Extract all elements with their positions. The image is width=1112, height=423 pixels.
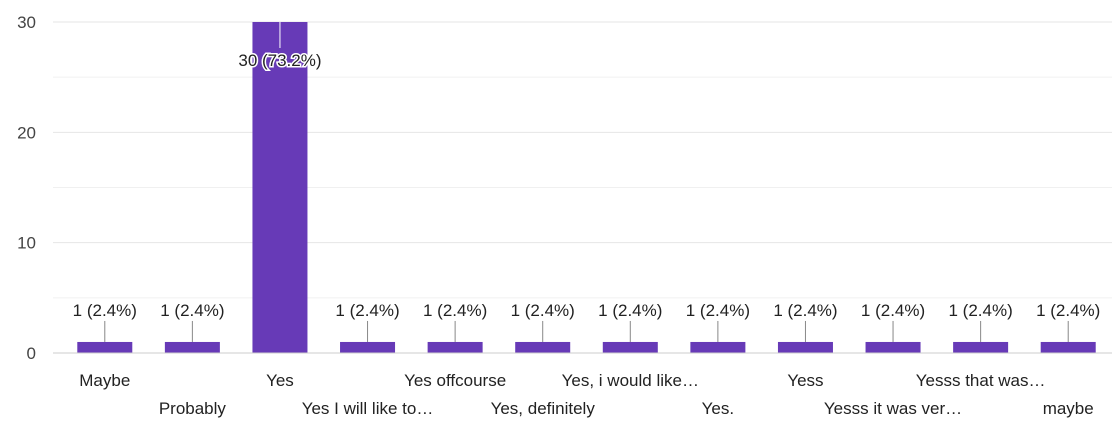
data-label: 1 (2.4%): [160, 301, 224, 320]
x-axis-categories: Maybe Probably Yes Yes I will like to… Yes o…: [79, 371, 1093, 418]
x-category-label: Probably: [159, 399, 227, 418]
data-label: 1 (2.4%): [598, 301, 662, 320]
bar[interactable]: [515, 341, 571, 353]
y-tick-label: 20: [17, 123, 36, 142]
bar[interactable]: [690, 341, 746, 353]
bar[interactable]: [1040, 341, 1096, 353]
data-label: 1 (2.4%): [773, 301, 837, 320]
x-category-label: Yes offcourse: [404, 371, 506, 390]
x-category-label: Yess: [787, 371, 823, 390]
bar[interactable]: [953, 341, 1009, 353]
data-label: 1 (2.4%): [73, 301, 137, 320]
bar[interactable]: [777, 341, 833, 353]
bar[interactable]: [602, 341, 658, 353]
data-label: 1 (2.4%): [949, 301, 1013, 320]
gridlines: [53, 21, 1112, 299]
x-category-label: Yes: [266, 371, 294, 390]
x-category-label: Yes.: [702, 399, 734, 418]
bar[interactable]: [252, 22, 308, 353]
x-category-label: Yes I will like to…: [302, 399, 434, 418]
x-category-label: Yes, definitely: [491, 399, 596, 418]
bar[interactable]: [164, 341, 220, 353]
data-label: 30 (73.2%): [238, 51, 321, 70]
data-label-leaders: [104, 22, 1069, 342]
bar[interactable]: [427, 341, 483, 353]
y-tick-label: 10: [17, 234, 36, 253]
x-category-label: Maybe: [79, 371, 130, 390]
x-category-label: Yesss that was…: [916, 371, 1046, 390]
bar[interactable]: [77, 341, 133, 353]
data-label: 1 (2.4%): [335, 301, 399, 320]
bars: [77, 22, 1096, 353]
y-tick-label: 0: [27, 344, 36, 363]
y-axis-ticks: 0 10 20 30: [17, 13, 36, 363]
data-label: 1 (2.4%): [423, 301, 487, 320]
data-label: 1 (2.4%): [686, 301, 750, 320]
bar[interactable]: [340, 341, 396, 353]
data-label: 1 (2.4%): [1036, 301, 1100, 320]
data-label: 1 (2.4%): [861, 301, 925, 320]
bar[interactable]: [865, 341, 921, 353]
x-category-label: Yes, i would like…: [562, 371, 699, 390]
y-tick-label: 30: [17, 13, 36, 32]
x-category-label: Yesss it was ver…: [824, 399, 962, 418]
data-labels: 1 (2.4%) 1 (2.4%) 30 (73.2%) 1 (2.4%) 1 (2.4…: [71, 50, 1102, 322]
x-category-label: maybe: [1043, 399, 1094, 418]
data-label: 1 (2.4%): [511, 301, 575, 320]
